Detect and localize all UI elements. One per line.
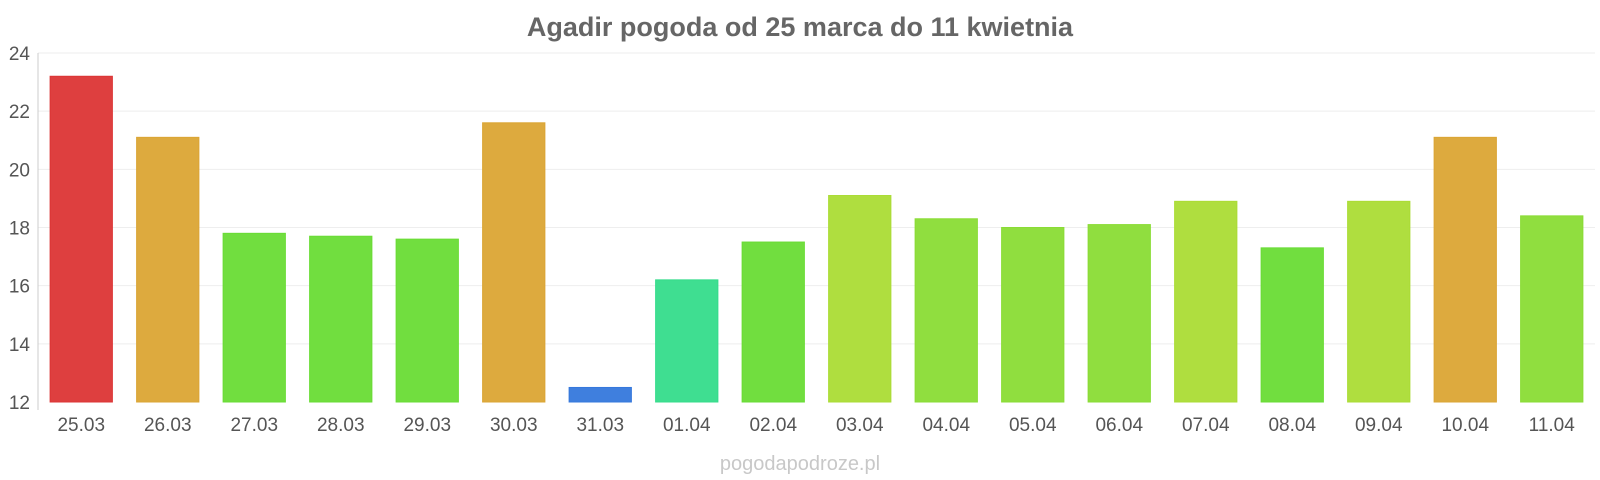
bar-25.03 [49, 75, 113, 403]
chart-title: Agadir pogoda od 25 marca do 11 kwietnia [527, 12, 1074, 42]
bar-03.04 [828, 195, 892, 403]
x-tick-label: 09.04 [1355, 415, 1403, 436]
bar-01.04 [655, 279, 719, 403]
bar-10.04 [1433, 136, 1497, 403]
x-tick-label: 06.04 [1095, 415, 1143, 436]
bar-11.04 [1520, 215, 1584, 403]
bar-06.04 [1087, 224, 1151, 403]
bar-31.03 [568, 386, 632, 403]
y-tick-label: 12 [9, 393, 30, 414]
x-tick-label: 08.04 [1268, 415, 1316, 436]
bar-02.04 [741, 241, 805, 403]
x-axis-ticks: 25.03 26.03 27.03 28.03 29.03 30.03 31.03 01.04… [57, 415, 1575, 436]
x-tick-label: 27.03 [230, 415, 278, 436]
bar-28.03 [309, 235, 373, 403]
x-tick-label: 11.04 [1529, 415, 1576, 436]
bar-05.04 [1001, 227, 1065, 403]
x-tick-label: 25.03 [57, 415, 105, 436]
x-tick-label: 04.04 [922, 415, 970, 436]
x-tick-label: 02.04 [749, 415, 797, 436]
x-tick-label: 29.03 [403, 415, 451, 436]
y-tick-label: 16 [9, 277, 30, 298]
x-tick-label: 26.03 [144, 415, 192, 436]
bar-30.03 [482, 122, 546, 403]
y-tick-label: 22 [9, 102, 30, 123]
watermark-text: pogodapodroze.pl [720, 453, 880, 475]
x-tick-label: 07.04 [1182, 415, 1230, 436]
y-tick-label: 24 [9, 44, 31, 65]
y-tick-label: 20 [9, 160, 30, 181]
y-tick-label: 14 [9, 335, 31, 356]
x-tick-label: 10.04 [1441, 415, 1489, 436]
bar-07.04 [1174, 200, 1238, 403]
x-tick-label: 05.04 [1009, 415, 1057, 436]
bar-29.03 [395, 238, 459, 403]
bars [49, 75, 1584, 403]
x-tick-label: 31.03 [576, 415, 624, 436]
bar-09.04 [1347, 200, 1411, 403]
bar-27.03 [222, 232, 286, 403]
x-tick-label: 03.04 [836, 415, 884, 436]
y-tick-label: 18 [9, 219, 30, 240]
y-axis-ticks: 12 14 16 18 20 22 24 [9, 44, 31, 414]
x-tick-label: 01.04 [663, 415, 711, 436]
bar-08.04 [1260, 247, 1324, 403]
bar-04.04 [914, 218, 978, 403]
bar-26.03 [136, 136, 200, 403]
grid-lines [38, 52, 1595, 345]
x-tick-label: 28.03 [317, 415, 365, 436]
x-tick-label: 30.03 [490, 415, 538, 436]
